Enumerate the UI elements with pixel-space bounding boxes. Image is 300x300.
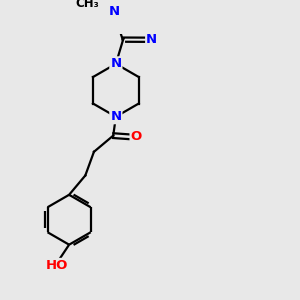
Text: N: N — [110, 110, 122, 123]
Text: CH₃: CH₃ — [75, 0, 99, 10]
Text: N: N — [108, 5, 119, 19]
Text: N: N — [110, 57, 122, 70]
Text: HO: HO — [46, 259, 68, 272]
Text: O: O — [130, 130, 142, 143]
Text: N: N — [146, 33, 157, 46]
